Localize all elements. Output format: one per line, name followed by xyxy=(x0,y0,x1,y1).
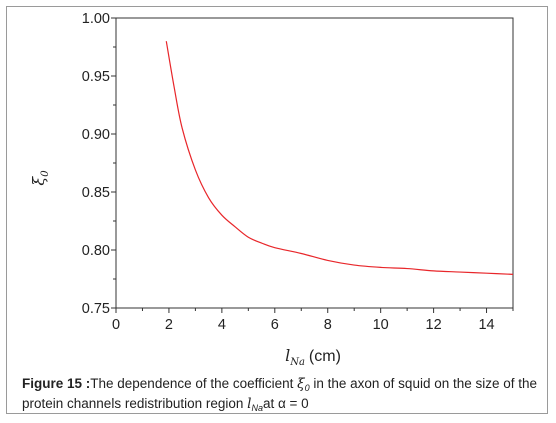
x-axis-title: lNa (cm) xyxy=(285,346,341,368)
x-tick-label: 12 xyxy=(426,317,442,333)
figure-frame xyxy=(6,6,548,414)
x-tick-label: 10 xyxy=(373,317,389,333)
caption-symbol-xi: ξ xyxy=(297,376,305,392)
caption-symbol-l: l xyxy=(247,396,252,412)
y-tick-label: 0.85 xyxy=(82,185,110,201)
y-axis-title-subscript: 0 xyxy=(40,170,51,177)
caption-text-2: in the axon of squid on the size of the … xyxy=(22,376,538,411)
x-axis-title-subscript: Na xyxy=(289,357,305,368)
caption-lead: Figure 15 : xyxy=(22,376,91,391)
y-tick-label: 1.00 xyxy=(82,11,110,27)
x-tick-label: 0 xyxy=(112,317,120,333)
series-line xyxy=(165,41,514,275)
x-axis-title-unit: (cm) xyxy=(309,348,341,365)
x-tick-label: 14 xyxy=(478,317,494,333)
y-tick-label: 0.90 xyxy=(82,127,110,143)
x-tick-label: 8 xyxy=(324,317,332,333)
caption-subscript-na: Na xyxy=(251,403,263,413)
x-tick-label: 2 xyxy=(165,317,173,333)
y-axis-title: ξ0 xyxy=(29,170,51,186)
y-axis: 0.75 0.80 0.85 0.90 0.95 1.00 xyxy=(82,11,116,317)
caption-subscript-0: 0 xyxy=(304,383,310,393)
y-tick-label: 0.80 xyxy=(82,243,110,259)
x-axis: 0 2 4 6 8 10 12 14 xyxy=(112,308,514,333)
caption-text-1: The dependence of the coefficient xyxy=(90,376,298,391)
series-group xyxy=(165,41,514,275)
figure-caption: Figure 15 :The dependence of the coeffic… xyxy=(22,376,542,416)
caption-text-3: at α = 0 xyxy=(262,396,309,411)
x-axis-title-symbol: l xyxy=(285,346,290,365)
y-tick-label: 0.95 xyxy=(82,69,110,85)
y-tick-label: 0.75 xyxy=(82,301,110,317)
y-axis-title-symbol: ξ xyxy=(29,176,48,186)
x-tick-label: 4 xyxy=(218,317,226,333)
x-tick-label: 6 xyxy=(271,317,279,333)
plot-area xyxy=(115,17,514,309)
